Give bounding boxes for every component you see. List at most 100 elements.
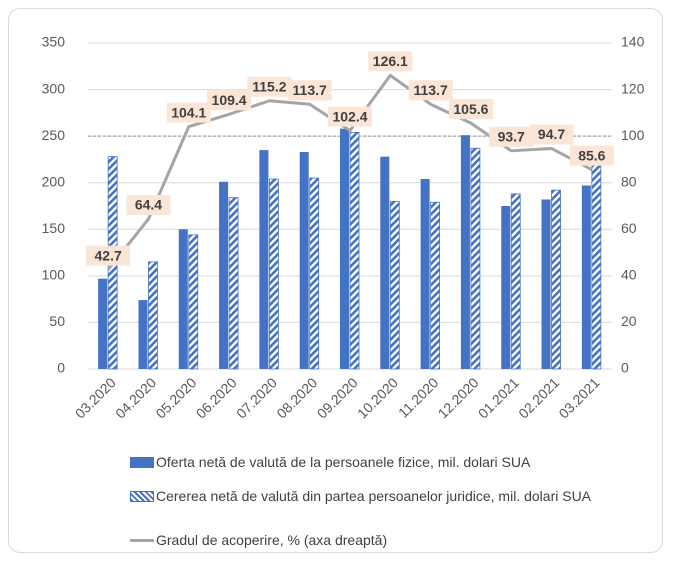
data-label: 105.6 <box>448 99 493 120</box>
data-label-text: 113.7 <box>413 82 447 98</box>
x-tick-label: 09.2020 <box>314 374 361 421</box>
x-tick-label: 03.2021 <box>555 374 602 421</box>
data-label-text: 85.6 <box>578 147 605 163</box>
data-label-text: 93.7 <box>498 129 525 145</box>
bar <box>541 199 551 369</box>
data-label-bg <box>86 245 131 266</box>
bar <box>501 206 511 369</box>
data-label-text: 102.4 <box>332 108 367 124</box>
data-label-bg <box>448 99 493 120</box>
legend-label: Gradul de acoperire, % (axa dreaptă) <box>156 532 388 548</box>
bar <box>309 177 320 370</box>
x-tick-label: 05.2020 <box>152 374 199 421</box>
x-tick-label: 10.2020 <box>354 374 401 421</box>
data-label-bg <box>166 102 211 123</box>
x-tick-label: 07.2020 <box>233 374 280 421</box>
x-tick-label: 06.2020 <box>193 374 240 421</box>
data-label-text: 109.4 <box>212 92 247 108</box>
legend-entry: Oferta netă de valută de la persoanele f… <box>130 452 650 472</box>
y-tick-label: 250 <box>42 127 66 143</box>
data-label-text: 94.7 <box>538 126 565 142</box>
data-label: 104.1 <box>166 102 211 123</box>
bar <box>430 201 441 370</box>
data-label-text: 126.1 <box>373 53 408 69</box>
data-label-text: 105.6 <box>453 101 488 117</box>
x-tick-label: 01.2021 <box>475 374 522 421</box>
legend-entry: Cererea netă de valută din partea persoa… <box>130 486 650 506</box>
y-tick-label: 150 <box>42 220 66 236</box>
x-tick-label: 08.2020 <box>273 374 320 421</box>
y-tick-label: 0 <box>57 360 65 376</box>
x-tick-label: 12.2020 <box>435 374 482 421</box>
data-label-bg <box>408 80 453 101</box>
y2-tick-label: 80 <box>621 173 637 189</box>
y-tick-label: 200 <box>42 173 66 189</box>
data-label: 126.1 <box>368 51 413 72</box>
bar <box>510 193 521 370</box>
bar <box>138 300 148 369</box>
data-label: 109.4 <box>207 90 252 111</box>
data-label-bg <box>328 106 372 127</box>
y2-tick-label: 140 <box>621 34 645 50</box>
bar <box>340 128 349 369</box>
data-label-bg <box>489 126 534 147</box>
data-label-bg <box>287 80 332 101</box>
bar <box>228 197 239 370</box>
legend-swatch <box>130 491 154 502</box>
bar <box>380 156 390 369</box>
y-tick-label: 300 <box>42 80 66 96</box>
data-label-bg <box>529 124 574 145</box>
data-label-bg <box>126 195 171 216</box>
x-tick-label: 02.2021 <box>515 374 562 421</box>
bar <box>219 181 229 369</box>
x-tick-label: 03.2020 <box>72 374 119 421</box>
bar <box>389 200 400 370</box>
y2-tick-label: 0 <box>621 360 629 376</box>
bar <box>178 229 188 369</box>
x-tick-label: 04.2020 <box>112 374 159 421</box>
line <box>106 73 593 271</box>
bar <box>591 153 602 370</box>
data-label-bg <box>569 145 614 166</box>
data-label: 85.6 <box>569 145 614 166</box>
y-tick-label: 50 <box>49 313 65 329</box>
bar <box>299 151 309 369</box>
legend-label: Oferta netă de valută de la persoanele f… <box>156 454 531 470</box>
data-label-text: 64.4 <box>135 197 162 213</box>
legend-entry: Gradul de acoperire, % (axa dreaptă) <box>130 530 650 550</box>
bar <box>420 178 430 369</box>
data-label-text: 113.7 <box>293 82 327 98</box>
data-label-bg <box>368 51 413 72</box>
data-label: 115.2 <box>247 76 292 97</box>
y2-tick-label: 20 <box>621 313 637 329</box>
y-tick-label: 350 <box>42 34 66 50</box>
y2-tick-label: 120 <box>621 80 645 96</box>
legend-swatch <box>130 539 154 542</box>
data-label-text: 104.1 <box>171 104 206 120</box>
data-label: 64.4 <box>126 195 171 216</box>
data-label-text: 42.7 <box>95 247 122 263</box>
legend-swatch <box>130 457 154 468</box>
bar <box>349 132 360 370</box>
bar <box>551 189 561 370</box>
x-tick-label: 11.2020 <box>395 374 442 421</box>
bar <box>268 178 279 370</box>
y-tick-label: 100 <box>42 267 66 283</box>
data-label: 94.7 <box>529 124 574 145</box>
bar <box>460 135 470 369</box>
data-label: 113.7 <box>287 80 332 101</box>
bar <box>148 261 158 370</box>
bar <box>188 234 199 370</box>
data-label-bg <box>207 90 252 111</box>
data-label: 93.7 <box>489 126 534 147</box>
data-label-text: 115.2 <box>252 78 286 94</box>
bar <box>98 278 108 369</box>
data-label: 42.7 <box>86 245 131 266</box>
data-label: 113.7 <box>408 80 453 101</box>
legend-label: Cererea netă de valută din partea persoa… <box>156 488 592 504</box>
y2-tick-label: 60 <box>621 220 637 236</box>
data-label: 102.4 <box>328 106 372 127</box>
y2-tick-label: 40 <box>621 267 637 283</box>
